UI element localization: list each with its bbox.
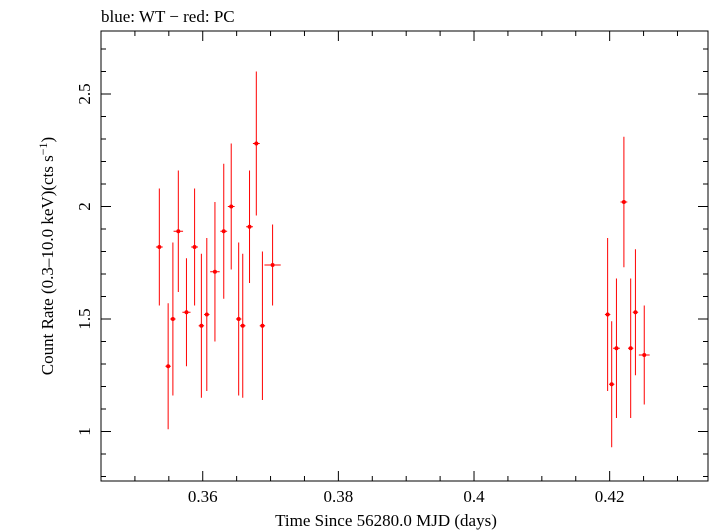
- data-point: [182, 258, 191, 367]
- point-marker: [212, 269, 217, 274]
- point-marker: [260, 323, 265, 328]
- data-point: [220, 163, 228, 299]
- data-point: [240, 253, 246, 398]
- point-marker: [170, 317, 175, 321]
- y-axis-label-sup: −1: [36, 142, 50, 155]
- y-tick-label: 1.5: [75, 308, 94, 329]
- data-point: [264, 224, 281, 306]
- y-axis-ticks: 1 1.5 2 2.5: [75, 48, 708, 477]
- point-marker: [204, 312, 209, 317]
- data-point: [627, 278, 634, 418]
- point-marker: [621, 200, 626, 204]
- point-marker: [605, 312, 610, 317]
- data-point: [604, 238, 611, 391]
- y-tick-label: 2: [75, 202, 94, 211]
- point-marker: [614, 346, 619, 351]
- point-marker: [229, 204, 234, 209]
- point-marker: [236, 317, 241, 321]
- y-axis-label-main: Count Rate (0.3–10.0 keV)(cts s: [38, 155, 57, 375]
- data-point: [210, 202, 220, 342]
- chart-title: blue: WT − red: PC: [101, 7, 235, 26]
- point-marker: [166, 364, 171, 369]
- data-point: [613, 278, 620, 418]
- x-axis-ticks: 0.36 0.38 0.4 0.42: [134, 31, 678, 506]
- x-tick-label: 0.4: [463, 487, 485, 506]
- point-marker: [628, 346, 633, 351]
- x-tick-label: 0.42: [595, 487, 625, 506]
- plot-frame: [100, 30, 709, 482]
- y-tick-label: 2.5: [75, 83, 94, 104]
- data-point: [638, 305, 650, 405]
- point-marker: [221, 229, 226, 234]
- point-marker: [254, 141, 259, 146]
- point-marker: [247, 224, 252, 229]
- data-point: [204, 238, 210, 391]
- point-marker: [642, 353, 647, 357]
- data-point: [191, 188, 198, 306]
- x-axis-label: Time Since 56280.0 MJD (days): [275, 511, 497, 530]
- data-point: [246, 170, 253, 283]
- data-point: [155, 188, 163, 306]
- point-marker: [240, 323, 245, 328]
- data-point: [198, 253, 205, 398]
- y-axis-label-close: ): [38, 137, 57, 143]
- point-marker: [184, 310, 189, 315]
- data-point: [608, 321, 615, 448]
- data-point: [632, 249, 639, 376]
- point-marker: [192, 245, 197, 249]
- x-tick-label: 0.38: [323, 487, 353, 506]
- point-marker: [157, 245, 162, 249]
- y-tick-label: 1: [75, 427, 94, 436]
- data-point: [165, 303, 171, 430]
- data-point: [227, 143, 235, 270]
- data-points: [155, 71, 650, 448]
- data-point: [259, 251, 266, 400]
- point-marker: [176, 229, 181, 234]
- data-point: [173, 170, 184, 292]
- point-marker: [633, 310, 638, 315]
- data-point: [252, 71, 260, 216]
- point-marker: [609, 382, 614, 387]
- point-marker: [270, 263, 275, 267]
- data-point: [620, 136, 628, 268]
- y-axis-label: Count Rate (0.3–10.0 keV)(cts s−1): [36, 137, 57, 375]
- point-marker: [199, 323, 204, 328]
- x-tick-label: 0.36: [188, 487, 218, 506]
- data-point: [170, 242, 176, 396]
- data-point: [235, 242, 242, 396]
